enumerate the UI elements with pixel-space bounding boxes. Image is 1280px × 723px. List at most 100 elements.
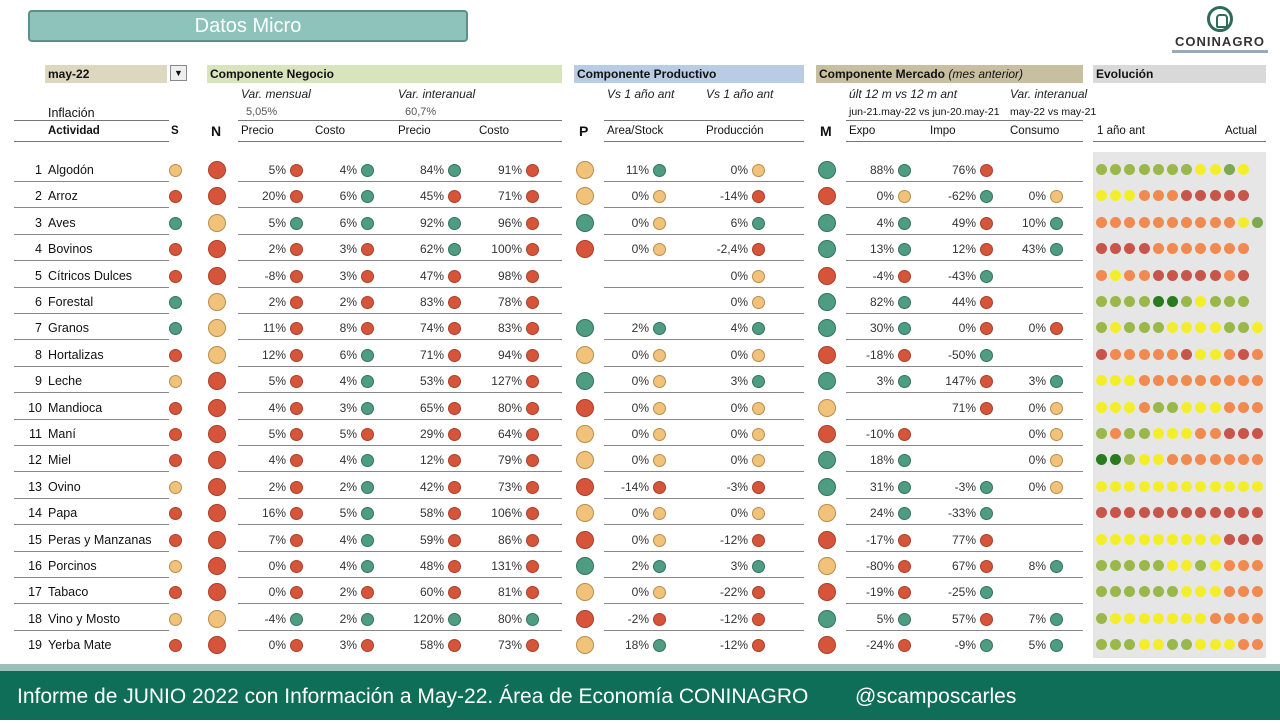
precio-mensual-dot xyxy=(290,270,303,283)
sintesis-dot xyxy=(169,217,182,230)
row-divider xyxy=(14,498,169,499)
evolucion-dot xyxy=(1252,402,1264,413)
costo-mensual-value: 2% xyxy=(339,295,357,309)
impo-dot xyxy=(980,375,993,388)
col-area-stock: Area/Stock xyxy=(607,125,664,137)
evolucion-dot xyxy=(1110,402,1122,413)
productivo-dot xyxy=(576,531,594,549)
costo-mensual-dot xyxy=(361,586,374,599)
costo-interanual-value: 83% xyxy=(497,321,522,335)
impo-value: 12% xyxy=(951,242,976,256)
row-divider xyxy=(846,603,1083,604)
precio-mensual-dot xyxy=(290,349,303,362)
negocio-dot xyxy=(208,346,226,364)
row-divider xyxy=(846,287,1083,288)
mercado-dot xyxy=(818,293,836,311)
produccion-dot xyxy=(752,217,765,230)
row-number: 11 xyxy=(29,427,42,441)
evolucion-dot xyxy=(1181,164,1193,175)
evolucion-dot xyxy=(1209,534,1221,545)
productivo-dot xyxy=(576,161,594,179)
row-divider xyxy=(238,313,562,314)
sintesis-dot xyxy=(169,613,182,626)
costo-mensual-dot xyxy=(361,349,374,362)
precio-interanual-dot xyxy=(448,454,461,467)
subheader-var-interanual: Var. interanual xyxy=(398,87,476,101)
row-number: 17 xyxy=(28,585,42,599)
evolucion-dot xyxy=(1195,296,1207,307)
area-stock-dot xyxy=(653,164,666,177)
costo-interanual-value: 78% xyxy=(497,295,522,309)
row-divider xyxy=(604,445,804,446)
impo-value: 57% xyxy=(951,612,976,626)
produccion-value: 0% xyxy=(730,295,748,309)
precio-interanual-dot xyxy=(448,296,461,309)
evolucion-dot xyxy=(1124,243,1136,254)
row-divider xyxy=(238,445,562,446)
subheader-vs-anio-area: Vs 1 año ant xyxy=(607,87,675,101)
sintesis-dot xyxy=(169,454,182,467)
footer-accent xyxy=(0,664,1280,671)
row-divider xyxy=(14,392,169,393)
divider xyxy=(1093,141,1266,142)
evolucion-dot xyxy=(1195,217,1207,228)
costo-interanual-value: 73% xyxy=(497,638,522,652)
evolucion-dot xyxy=(1110,560,1122,571)
costo-mensual-dot xyxy=(361,613,374,626)
mercado-dot xyxy=(818,346,836,364)
evolucion-dot xyxy=(1238,217,1249,228)
produccion-dot xyxy=(752,322,765,335)
productivo-dot xyxy=(576,451,594,469)
activity-name: Tabaco xyxy=(48,585,89,599)
row-divider xyxy=(604,630,804,631)
table-row: 1 Algodón 5% 4% 84% 91% 11% 0% 88% 76% xyxy=(0,156,1280,182)
evolucion-dot xyxy=(1124,190,1136,201)
evolucion-dot xyxy=(1110,243,1122,254)
evolucion-dot xyxy=(1152,639,1164,650)
chevron-down-icon[interactable]: ▼ xyxy=(170,65,187,81)
area-stock-dot xyxy=(653,428,666,441)
evolucion-dot xyxy=(1238,296,1249,307)
impo-value: -62% xyxy=(947,189,976,203)
produccion-dot xyxy=(752,586,765,599)
precio-interanual-value: 65% xyxy=(419,401,444,415)
costo-interanual-value: 80% xyxy=(497,612,522,626)
precio-interanual-value: 71% xyxy=(419,348,444,362)
row-divider xyxy=(238,419,562,420)
area-stock-dot xyxy=(653,402,666,415)
evolucion-dot xyxy=(1152,217,1164,228)
consumo-value: 0% xyxy=(1028,453,1046,467)
sintesis-dot xyxy=(169,428,182,441)
row-divider xyxy=(238,630,562,631)
costo-mensual-dot xyxy=(361,243,374,256)
header-mercado-label: Componente Mercado xyxy=(819,67,946,81)
impo-dot xyxy=(980,639,993,652)
precio-interanual-value: 59% xyxy=(419,533,444,547)
precio-mensual-value: 4% xyxy=(268,453,286,467)
evolucion-dot xyxy=(1110,322,1122,333)
expo-dot xyxy=(898,349,911,362)
impo-value: 77% xyxy=(951,533,976,547)
negocio-dot xyxy=(208,636,226,654)
expo-dot xyxy=(898,454,911,467)
area-stock-value: 18% xyxy=(624,638,649,652)
evolucion-dot xyxy=(1195,322,1207,333)
evolucion-dot xyxy=(1167,481,1178,492)
costo-mensual-value: 4% xyxy=(339,374,357,388)
period-select[interactable]: may-22 xyxy=(45,65,167,83)
evolucion-dot xyxy=(1152,534,1164,545)
precio-mensual-dot xyxy=(290,190,303,203)
precio-interanual-dot xyxy=(448,164,461,177)
evolucion-dot xyxy=(1110,164,1122,175)
area-stock-dot xyxy=(653,190,666,203)
evolucion-dot xyxy=(1138,454,1150,465)
costo-interanual-value: 98% xyxy=(497,269,522,283)
produccion-dot xyxy=(752,560,765,573)
evolucion-dot xyxy=(1110,296,1122,307)
produccion-value: -22% xyxy=(719,585,748,599)
area-stock-dot xyxy=(653,217,666,230)
area-stock-value: 2% xyxy=(631,321,649,335)
expo-value: 88% xyxy=(869,163,894,177)
precio-interanual-value: 58% xyxy=(419,638,444,652)
expo-value: 24% xyxy=(869,506,894,520)
